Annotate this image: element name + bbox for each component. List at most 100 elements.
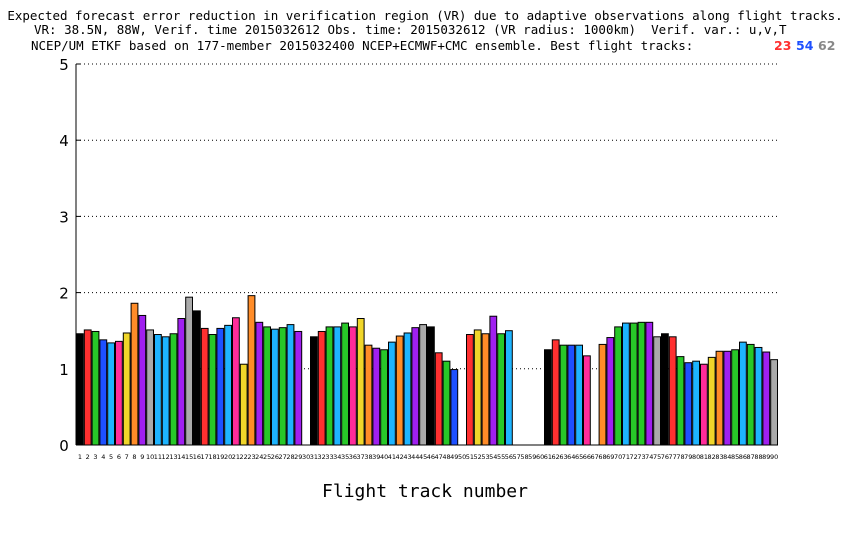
x-tick-label: 45 (419, 453, 427, 461)
bar-track-78 (676, 356, 685, 446)
bar-track-8 (130, 302, 139, 446)
best-track-3: 62 (818, 38, 836, 53)
x-tick-label: 20 (224, 453, 232, 461)
x-tick-label: 75 (653, 453, 661, 461)
bar-track-25 (263, 326, 272, 446)
bar-track-27 (278, 327, 287, 446)
x-tick-label: 19 (216, 453, 224, 461)
bar-track-31 (310, 336, 318, 446)
x-tick-label: 55 (497, 453, 505, 461)
x-tick-label: 6 (117, 453, 121, 461)
x-tick-label: 43 (403, 453, 411, 461)
bar-track-4 (99, 339, 108, 446)
bar-track-65 (575, 344, 584, 446)
bar-track-47 (434, 352, 443, 446)
x-tick-label: 46 (427, 453, 435, 461)
bar-track-88 (754, 346, 763, 446)
bar-track-48 (442, 360, 451, 446)
x-tick-label: 53 (481, 453, 489, 461)
x-tick-label: 28 (286, 453, 294, 461)
bar-track-19 (216, 327, 225, 446)
bar-track-37 (356, 318, 365, 446)
bar-track-2 (83, 329, 92, 446)
bar-track-9 (138, 314, 147, 446)
x-tick-label: 12 (162, 453, 170, 461)
bar-track-46 (427, 326, 435, 446)
x-tick-label: 68 (598, 453, 606, 461)
bar-track-87 (746, 343, 755, 446)
x-tick-label: 78 (676, 453, 684, 461)
x-tick-label: 16 (193, 453, 201, 461)
bar-track-84 (723, 350, 732, 446)
x-tick-label: 65 (575, 453, 583, 461)
x-tick-label: 35 (341, 453, 349, 461)
x-tick-label: 85 (731, 453, 739, 461)
bar-track-66 (583, 355, 591, 446)
y-tick-label: 3 (59, 208, 69, 226)
bar-track-11 (154, 334, 162, 446)
x-tick-label: 80 (692, 453, 700, 461)
x-tick-label: 32 (318, 453, 326, 461)
bar-track-1 (76, 333, 84, 446)
x-tick-label: 89 (762, 453, 770, 461)
x-tick-label: 81 (700, 453, 708, 461)
y-tick-label: 2 (59, 285, 69, 303)
bar-track-32 (317, 330, 326, 446)
x-tick-label: 87 (747, 453, 755, 461)
y-tick-label: 4 (59, 132, 69, 150)
bar-track-43 (403, 332, 412, 446)
x-tick-label: 27 (279, 453, 287, 461)
x-tick-label: 15 (185, 453, 193, 461)
x-tick-label: 2 (86, 453, 90, 461)
x-tick-label: 17 (201, 453, 209, 461)
bar-track-13 (169, 333, 178, 446)
best-track-2: 54 (796, 38, 814, 53)
x-tick-label: 9 (140, 453, 144, 461)
bar-track-63 (559, 344, 568, 446)
bar-track-52 (473, 329, 482, 446)
bar-track-64 (567, 344, 576, 446)
x-tick-label: 22 (240, 453, 248, 461)
bar-track-54 (489, 315, 498, 446)
bar-track-73 (637, 321, 646, 446)
x-tick-label: 54 (489, 453, 497, 461)
x-tick-label: 37 (357, 453, 365, 461)
bar-track-70 (614, 326, 623, 446)
x-tick-label: 83 (715, 453, 723, 461)
bar-track-35 (341, 322, 350, 446)
x-tick-label: 58 (520, 453, 528, 461)
chart-title-line-2: VR: 38.5N, 88W, Verif. time 2015032612 O… (34, 22, 787, 37)
x-tick-label: 7 (125, 453, 129, 461)
x-tick-label: 76 (661, 453, 669, 461)
bar-track-81 (700, 363, 708, 446)
x-tick-label: 70 (614, 453, 622, 461)
bar-track-21 (232, 317, 240, 446)
bar-track-72 (629, 322, 638, 446)
x-tick-label: 11 (154, 453, 162, 461)
x-tick-label: 72 (630, 453, 638, 461)
bar-track-83 (715, 350, 724, 446)
bar-track-29 (294, 330, 303, 446)
x-tick-label: 47 (435, 453, 443, 461)
x-tick-label: 21 (232, 453, 240, 461)
x-tick-label: 31 (310, 453, 318, 461)
x-tick-label: 69 (606, 453, 614, 461)
bar-track-23 (247, 295, 256, 446)
x-tick-label: 67 (591, 453, 599, 461)
bar-track-6 (115, 340, 123, 446)
bar-track-55 (497, 333, 506, 446)
x-tick-label: 61 (544, 453, 552, 461)
y-tick-label: 1 (59, 361, 69, 379)
bar-track-28 (286, 324, 295, 446)
x-tick-label: 44 (411, 453, 419, 461)
x-tick-label: 73 (637, 453, 645, 461)
bar-track-17 (200, 327, 209, 446)
bar-track-62 (551, 339, 560, 446)
x-tick-label: 40 (380, 453, 388, 461)
bar-track-56 (505, 330, 513, 446)
x-tick-label: 13 (169, 453, 177, 461)
x-tick-label: 71 (622, 453, 630, 461)
x-tick-label: 74 (645, 453, 653, 461)
x-tick-label: 63 (559, 453, 567, 461)
x-tick-label: 18 (208, 453, 216, 461)
